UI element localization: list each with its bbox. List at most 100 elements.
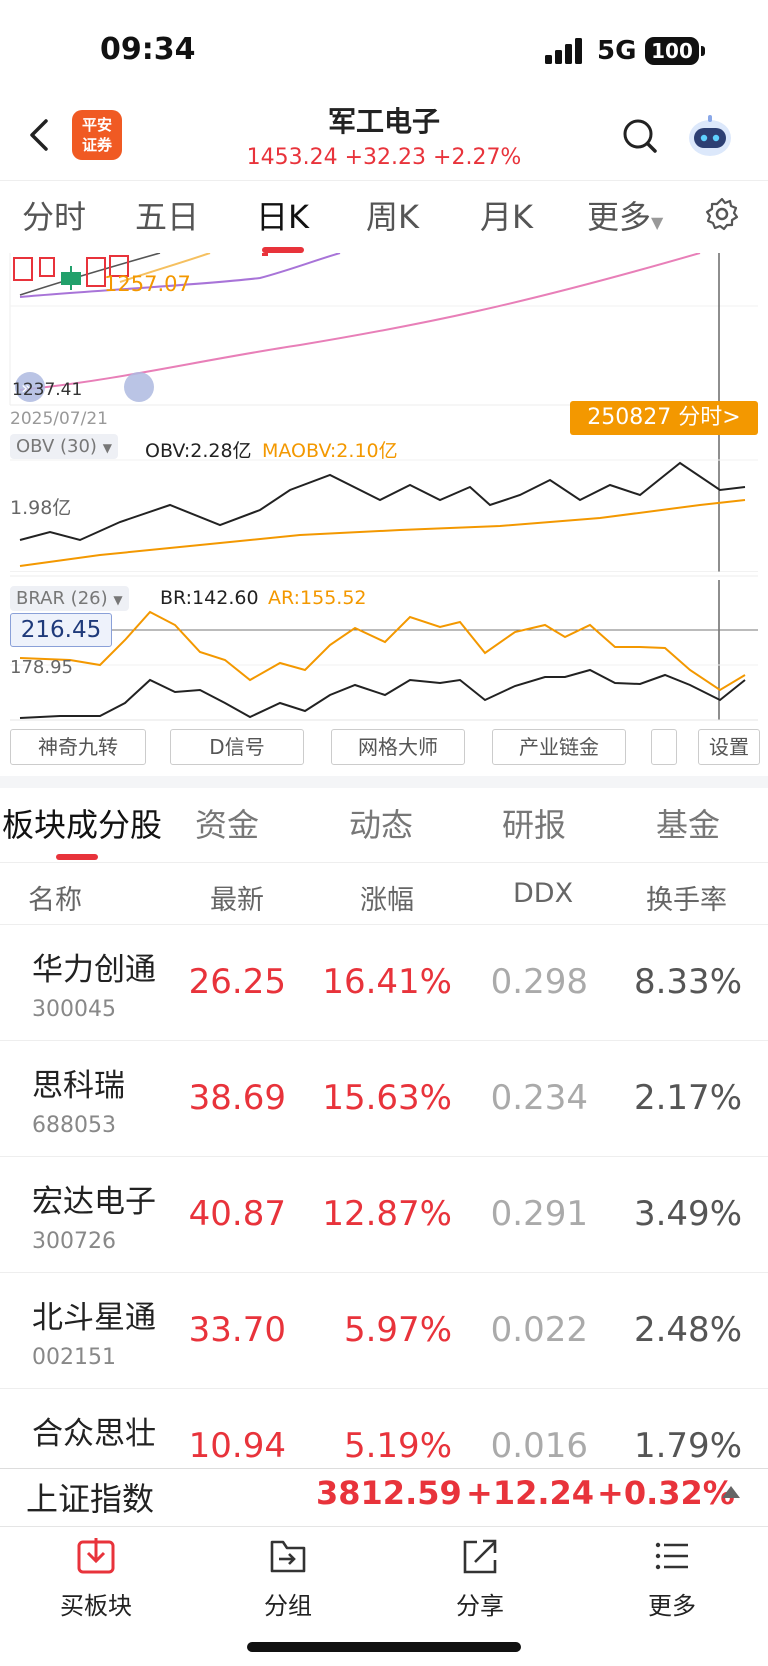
tab-intraday[interactable]: 分时 [22,198,87,236]
ai-assistant-robot-icon[interactable] [686,112,734,160]
col-header-latest[interactable]: 最新 [210,885,264,916]
logo-text-line2: 证券 [81,136,112,154]
group-icon [270,1540,306,1573]
indicator-settings-button[interactable]: 设置 [698,729,760,765]
tab-fund[interactable]: 基金 [656,806,721,844]
section-divider [0,776,768,788]
dropdown-caret-icon: ▼ [113,593,123,607]
obv-line [19,461,746,542]
stock-price: 26.25 [188,962,286,1002]
index-name: 上证指数 [26,1480,155,1518]
stock-ddx: 0.016 [490,1426,588,1466]
stock-turnover: 3.49% [633,1194,742,1234]
tab-monthly-k[interactable]: 月K [480,198,533,236]
fullscreen-icon [124,372,154,402]
grid-master-button[interactable]: 网格大师 [331,729,465,765]
dropdown-caret-icon: ▼ [102,441,112,455]
row-divider [0,1388,768,1389]
obv-selector[interactable]: OBV (30) ▼ [10,434,118,459]
tab-sector-constituents[interactable]: 板块成分股 [2,806,163,844]
obv-axis-label: 1.98亿 [10,497,72,519]
col-header-name[interactable]: 名称 [28,885,82,916]
index-quote: 1453.24 +32.23 +2.27% [246,145,522,170]
tab-news[interactable]: 动态 [349,806,414,844]
stock-code: 300045 [32,997,116,1022]
stock-change: 12.87% [322,1194,452,1234]
stock-change: 5.97% [343,1310,452,1350]
collapse-chevrons-icon [15,372,45,402]
ar-line [19,610,746,692]
page-title: 军工电子 [327,105,440,138]
period-tab-bar [0,180,768,253]
kline-indicator-chart[interactable]: » [0,253,768,723]
search-icon[interactable] [620,116,660,156]
battery-tip [701,46,705,56]
row-divider [0,1040,768,1041]
tabs-divider [0,862,768,863]
stock-turnover: 1.79% [633,1426,742,1466]
chart-settings-gear-icon[interactable] [704,196,740,232]
active-tab-indicator [262,247,304,253]
kline-date-label: 2025/07/21 [10,409,108,429]
candle-red [86,257,106,287]
dropdown-caret-icon: ▼ [651,213,664,232]
index-ticker-bar[interactable] [0,1468,768,1527]
candle-red [13,257,33,281]
magic-nine-button[interactable]: 神奇九转 [10,729,146,765]
home-indicator[interactable] [247,1642,521,1652]
crosshair-value-box: 216.45 [10,613,112,647]
stock-name: 合众思壮 [32,1416,156,1452]
active-section-indicator [56,854,98,860]
buy-sector-button[interactable]: 买板块 [36,1536,156,1621]
stock-code: 300726 [32,1229,116,1254]
header-divider [0,924,768,925]
stock-change: 5.19% [343,1426,452,1466]
signal-icon [545,38,582,64]
stock-price: 33.70 [188,1310,286,1350]
industry-chain-button[interactable]: 产业链金 [492,729,626,765]
share-label: 分享 [456,1592,504,1620]
stock-ddx: 0.291 [490,1194,588,1234]
row-divider [0,1156,768,1157]
col-header-change[interactable]: 涨幅 [360,885,414,916]
stock-ddx: 0.234 [490,1078,588,1118]
menu-icon [655,1542,688,1570]
share-icon [463,1539,497,1574]
back-chevron-icon[interactable] [22,115,58,155]
ma-black-line [19,253,161,296]
expand-up-caret-icon[interactable] [722,1486,740,1498]
more-label: 更多 [648,1592,696,1620]
stock-price: 10.94 [188,1426,286,1466]
stock-change: 15.63% [322,1078,452,1118]
candle-red [39,257,55,277]
tab-more[interactable]: 更多▼ [587,192,663,238]
battery-icon: 100 [645,37,699,65]
index-change: +12.24 [466,1474,595,1512]
ma-pink-line [19,253,701,391]
tab-five-day[interactable]: 五日 [135,198,200,236]
share-button[interactable]: 分享 [420,1536,540,1621]
candle-red [109,255,129,277]
stock-turnover: 2.48% [633,1310,742,1350]
download-box-icon [77,1538,115,1574]
stock-turnover: 8.33% [633,962,742,1002]
stock-ddx: 0.298 [490,962,588,1002]
brar-selector[interactable]: BRAR (26) ▼ [10,586,129,611]
stock-turnover: 2.17% [633,1078,742,1118]
col-header-turnover[interactable]: 换手率 [646,885,727,916]
maobv-line [19,499,746,567]
more-button[interactable]: 更多 [612,1536,732,1621]
index-value: 3812.59 [316,1474,462,1512]
indicator-button-partial[interactable] [651,729,677,765]
col-header-ddx[interactable]: DDX [513,878,574,909]
tab-daily-k[interactable]: 日K [256,198,309,236]
tab-funds-flow[interactable]: 资金 [195,806,260,844]
crosshair-date-badge[interactable]: 250827 分时> [570,401,758,435]
stock-code: 688053 [32,1113,116,1138]
tab-weekly-k[interactable]: 周K [366,198,419,236]
index-pct: +0.32% [597,1474,735,1512]
group-button[interactable]: 分组 [228,1536,348,1621]
d-signal-button[interactable]: D信号 [170,729,304,765]
tab-research[interactable]: 研报 [502,806,567,844]
ma-orange-line [119,253,211,283]
